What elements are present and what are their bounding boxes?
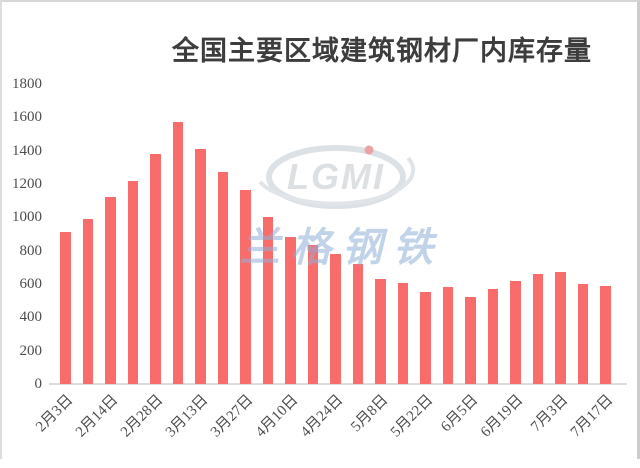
bar — [127, 180, 138, 384]
bar — [555, 272, 566, 384]
logo-ellipse — [266, 145, 406, 209]
y-tick-label: 1000 — [12, 209, 42, 226]
bar — [330, 254, 341, 384]
bar — [195, 149, 206, 384]
bar — [397, 283, 408, 384]
y-tick-label: 1800 — [12, 76, 42, 92]
bar — [577, 284, 588, 384]
bar — [60, 232, 71, 384]
bar — [465, 296, 476, 384]
bar — [510, 280, 521, 384]
bar — [420, 291, 431, 384]
y-tick-label: 1200 — [12, 176, 42, 192]
watermark-brand-text: 兰格钢铁 — [240, 225, 444, 270]
bar — [240, 189, 251, 384]
y-tick-label: 200 — [19, 342, 43, 359]
bar — [487, 289, 498, 384]
bar — [262, 216, 273, 384]
logo-letters: LGMI — [287, 156, 385, 197]
bar — [82, 219, 93, 384]
bar — [285, 237, 296, 384]
y-tick-label: 400 — [19, 309, 43, 326]
logo-red-dot-icon — [364, 145, 374, 155]
y-tick-label: 1400 — [12, 142, 42, 159]
bar — [217, 172, 228, 384]
y-tick-label: 800 — [19, 242, 43, 259]
bar — [442, 287, 453, 384]
y-tick-label: 1600 — [12, 109, 42, 126]
logo-swoosh — [258, 156, 416, 206]
watermark: LGMI 兰格钢铁 — [240, 140, 460, 273]
lgmi-logo-icon: LGMI — [258, 145, 416, 209]
bar — [352, 264, 363, 384]
bar — [532, 274, 543, 384]
x-axis-line — [49, 383, 627, 385]
bar — [105, 197, 116, 384]
plot-area: 全国主要区域建筑钢材厂内库存量 0 200 400 600 800 1000 1200 140… — [2, 2, 637, 459]
bar — [307, 244, 318, 384]
bar — [375, 279, 386, 384]
bar — [600, 285, 611, 384]
chart-title: 全国主要区域建筑钢材厂内库存量 — [172, 36, 592, 66]
y-tick-label: 600 — [19, 276, 43, 292]
y-tick-label: 0 — [34, 376, 43, 392]
bar — [150, 154, 161, 384]
bar — [172, 122, 183, 384]
